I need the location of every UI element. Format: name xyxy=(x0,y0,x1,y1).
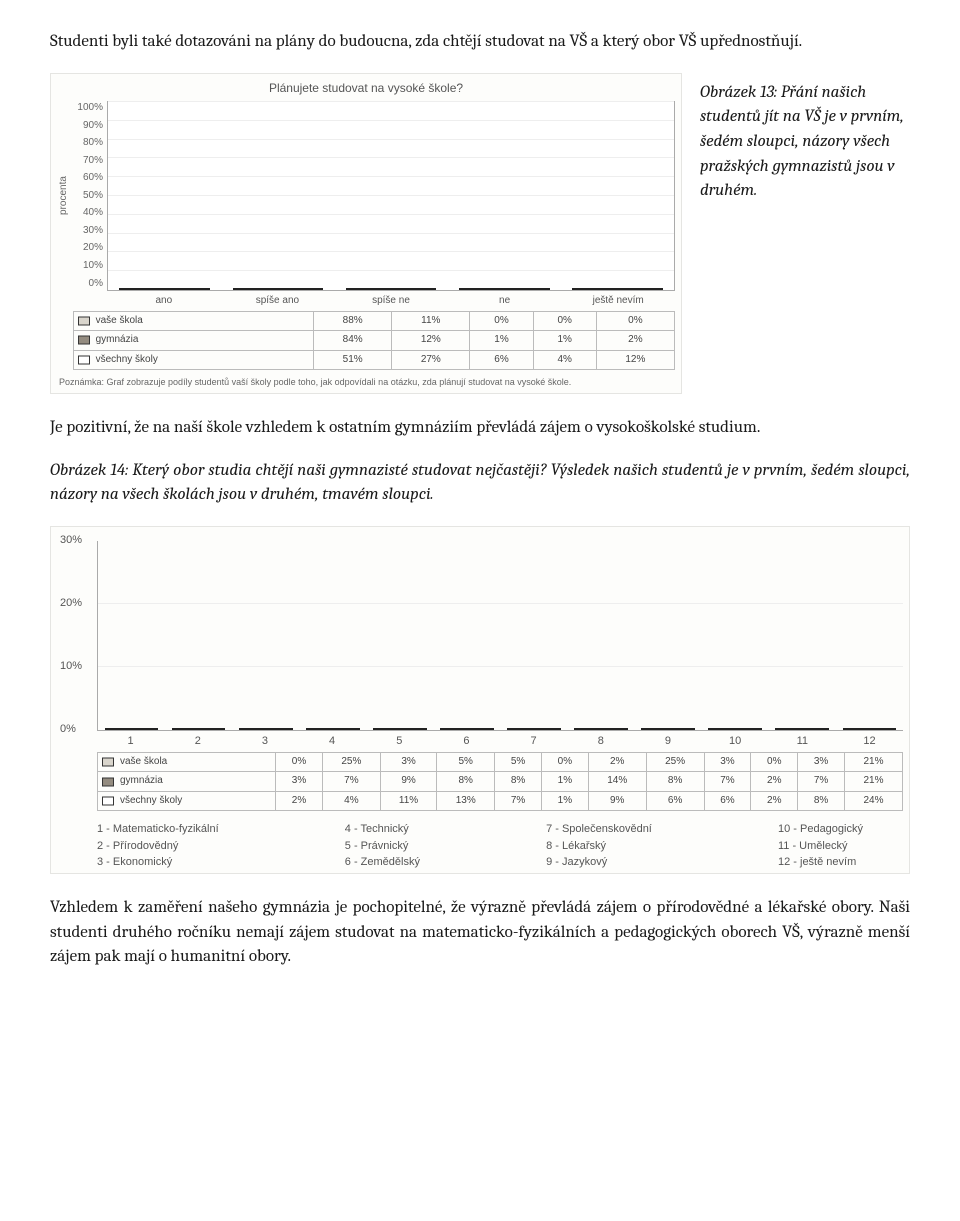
chart1-yaxis: 100%90%80%70%60%50%40%30%20%10%0% xyxy=(73,101,107,291)
chart1-title: Plánujete studovat na vysoké škole? xyxy=(57,80,675,97)
chart2-panel: 30%20%10%0% 123456789101112 vaše škola0%… xyxy=(50,526,910,874)
chart2-xaxis: 123456789101112 xyxy=(97,731,903,750)
caption-14: Obrázek 14: Který obor studia chtějí naš… xyxy=(50,459,910,508)
chart2-plot: 30%20%10%0% xyxy=(97,541,903,731)
chart1-xaxis: anospíše anospíše neneještě nevím xyxy=(107,291,675,309)
chart1-note: Poznámka: Graf zobrazuje podíly studentů… xyxy=(57,370,675,391)
chart2-legend: 1 - Matematicko-fyzikální2 - Přírodovědn… xyxy=(97,821,863,871)
chart2-table: vaše škola0%25%3%5%5%0%2%25%3%0%3%21%gym… xyxy=(97,752,903,812)
chart1-block: Plánujete studovat na vysoké škole? proc… xyxy=(50,73,910,394)
intro-paragraph: Studenti byli také dotazováni na plány d… xyxy=(50,30,910,55)
mid-paragraph-1: Je pozitivní, že na naší škole vzhledem … xyxy=(50,416,910,441)
closing-paragraph: Vzhledem k zaměření našeho gymnázia je p… xyxy=(50,896,910,970)
chart1-panel: Plánujete studovat na vysoké škole? proc… xyxy=(50,73,682,394)
chart2-block: 30%20%10%0% 123456789101112 vaše škola0%… xyxy=(50,526,910,874)
chart1-ylabel: procenta xyxy=(57,101,73,291)
caption-13: Obrázek 13: Přání našich studentů jít na… xyxy=(700,73,910,394)
chart1-table: vaše škola88%11%0%0%0%gymnázia84%12%1%1%… xyxy=(73,311,675,371)
chart1-plot xyxy=(107,101,675,291)
